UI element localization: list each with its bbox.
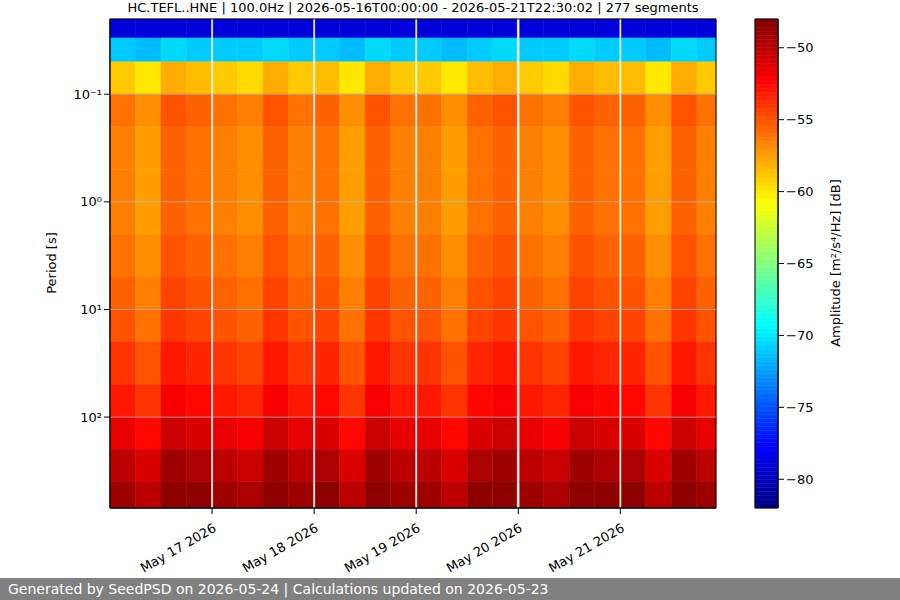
svg-text:−70: −70 bbox=[786, 328, 813, 343]
svg-text:May 17 2026: May 17 2026 bbox=[138, 520, 219, 575]
svg-text:May 21 2026: May 21 2026 bbox=[546, 520, 627, 575]
svg-text:10⁻¹: 10⁻¹ bbox=[73, 87, 102, 102]
svg-text:−60: −60 bbox=[786, 184, 813, 199]
svg-text:Period [s]: Period [s] bbox=[44, 232, 59, 294]
svg-text:−65: −65 bbox=[786, 256, 813, 271]
svg-text:May 20 2026: May 20 2026 bbox=[444, 520, 525, 575]
svg-text:10⁰: 10⁰ bbox=[80, 194, 102, 209]
svg-text:−50: −50 bbox=[786, 40, 813, 55]
svg-text:Amplitude [m²/s⁴/Hz] [dB]: Amplitude [m²/s⁴/Hz] [dB] bbox=[828, 179, 843, 347]
svg-text:May 18 2026: May 18 2026 bbox=[240, 520, 321, 575]
svg-text:Generated by SeedPSD on 2026-0: Generated by SeedPSD on 2026-05-24 | Cal… bbox=[8, 581, 549, 598]
svg-text:May 19 2026: May 19 2026 bbox=[342, 520, 423, 575]
svg-text:10²: 10² bbox=[80, 410, 102, 425]
svg-text:HC.TEFL..HNE | 100.0Hz | 2026-: HC.TEFL..HNE | 100.0Hz | 2026-05-16T00:0… bbox=[127, 0, 698, 15]
svg-text:−75: −75 bbox=[786, 400, 813, 415]
svg-text:10¹: 10¹ bbox=[80, 302, 102, 317]
svg-text:−55: −55 bbox=[786, 112, 813, 127]
svg-text:−80: −80 bbox=[786, 472, 813, 487]
